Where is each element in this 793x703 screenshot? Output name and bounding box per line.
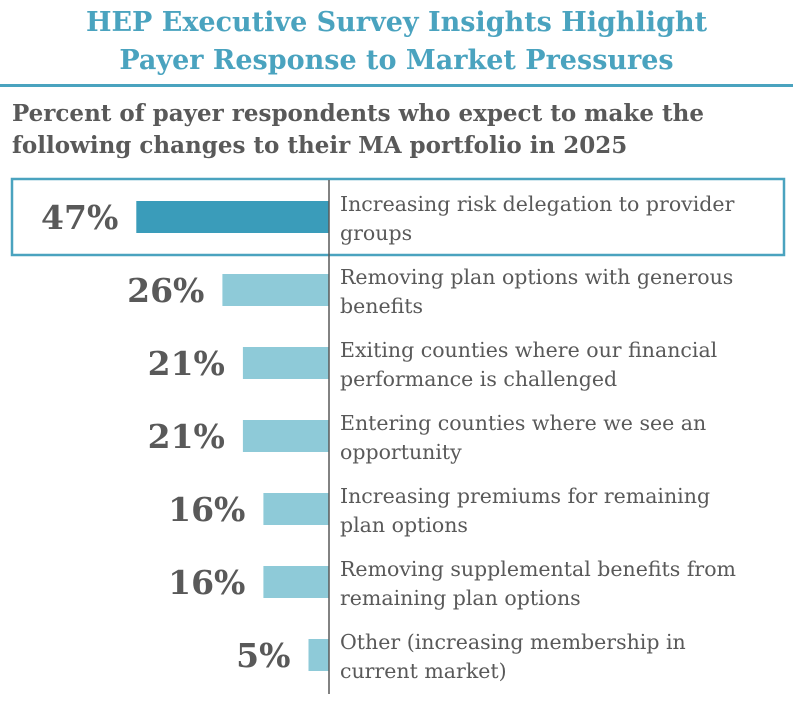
category-label-5: Increasing premiums for remaining plan op… (340, 484, 710, 537)
value-label-3: 21% (148, 344, 225, 383)
value-label-5: 16% (168, 490, 245, 529)
bar-7 (308, 639, 329, 671)
bar-2 (222, 274, 329, 306)
category-label-1: Increasing risk delegation to provider gr… (340, 192, 735, 245)
page-title: HEP Executive Survey Insights Highlight … (0, 4, 793, 80)
category-label-4: Entering counties where we see an opportu… (340, 411, 706, 464)
value-label-6: 16% (168, 563, 245, 602)
title-line-1: HEP Executive Survey Insights Highlight (85, 7, 708, 38)
category-label-2: Removing plan options with generous benef… (340, 265, 733, 318)
chart-subtitle: Percent of payer respondents who expect … (12, 98, 787, 162)
title-divider (0, 84, 793, 87)
bar-1 (136, 201, 329, 233)
title-line-2: Payer Response to Market Pressures (119, 45, 674, 76)
bar-3 (242, 347, 329, 379)
value-label-1: 47% (41, 198, 118, 237)
value-label-4: 21% (148, 417, 225, 456)
bar-4 (242, 420, 329, 452)
bar-5 (263, 493, 329, 525)
subtitle-line-1: Percent of payer respondents who expect … (12, 100, 704, 127)
highlight-box (10, 177, 786, 257)
category-label-3: Exiting counties where our financial perf… (340, 338, 717, 391)
value-label-2: 26% (127, 271, 204, 310)
category-label-6: Removing supplemental benefits from remai… (340, 557, 736, 610)
category-label-7: Other (increasing membership in current m… (340, 630, 686, 683)
value-label-7: 5% (236, 636, 290, 675)
bar-6 (263, 566, 329, 598)
subtitle-line-2: following changes to their MA portfolio … (12, 132, 628, 159)
